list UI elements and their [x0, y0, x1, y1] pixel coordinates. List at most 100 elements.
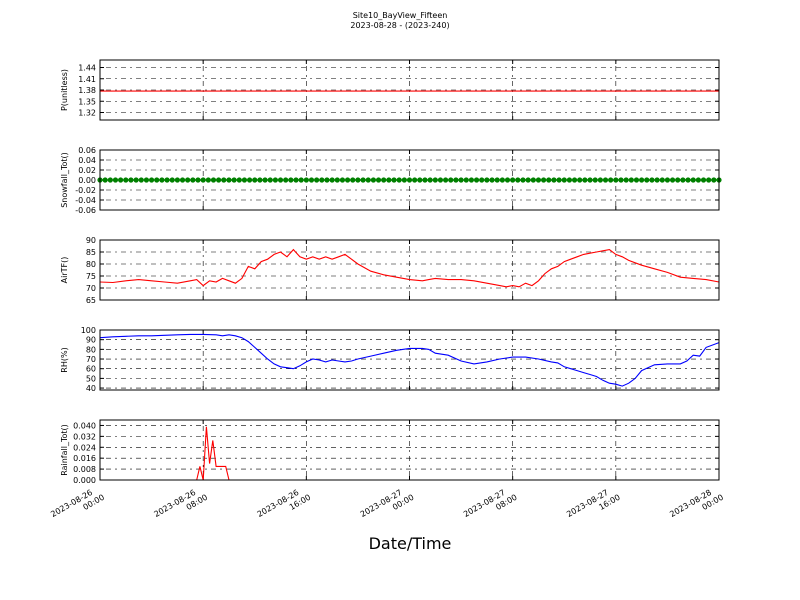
series-point	[257, 177, 263, 183]
series-point	[499, 177, 505, 183]
series-point	[277, 177, 284, 183]
series-point	[675, 177, 681, 183]
series-point	[618, 177, 624, 183]
series-point	[133, 177, 139, 183]
y-axis-label: Rainfall_Tot()	[60, 424, 69, 476]
series-point	[298, 177, 304, 183]
series-point	[669, 177, 676, 183]
series-point	[577, 177, 583, 183]
y-tick-label: 0.024	[73, 443, 96, 452]
series-point	[164, 177, 170, 183]
series-point	[608, 177, 614, 183]
series-point	[154, 177, 160, 183]
series-point	[412, 177, 418, 183]
series-point	[644, 177, 650, 183]
series-point	[649, 177, 655, 183]
series-point	[118, 177, 124, 183]
series-point	[432, 177, 438, 183]
series-point	[308, 177, 315, 183]
chart-title: Site10_BayView_Fifteen	[352, 11, 448, 20]
series-point	[406, 177, 413, 183]
series-point	[510, 177, 516, 183]
series-point	[711, 177, 717, 183]
series-point	[592, 177, 598, 183]
panel-snow: -0.06-0.04-0.020.000.020.040.06 Snowfall_…	[60, 146, 722, 215]
y-tick-label: 0.06	[78, 146, 96, 155]
y-tick-label: 0.000	[73, 476, 96, 485]
series-point	[148, 177, 155, 183]
series-point	[422, 177, 428, 183]
x-tick-label: 2023-08-2708:00	[462, 484, 519, 528]
series-point	[370, 177, 376, 183]
series-point	[288, 177, 294, 183]
panel-airt: 65 70 75 80 85 90 AirTF()	[60, 236, 720, 305]
series-point	[489, 177, 495, 183]
series-line	[99, 248, 720, 288]
y-axis-label: Snowfall_Tot()	[60, 152, 69, 208]
series-point	[504, 177, 511, 183]
series-point	[107, 177, 113, 183]
x-tick-label: 2023-08-2800:00	[668, 484, 725, 528]
series-point	[195, 177, 201, 183]
series-point	[324, 177, 330, 183]
series-point	[350, 177, 356, 183]
series-point	[628, 177, 634, 183]
series-point	[623, 177, 629, 183]
y-tick-label: 0.008	[73, 465, 96, 474]
y-tick-label: -0.06	[75, 206, 96, 215]
series-point	[205, 177, 211, 183]
series-point	[334, 177, 340, 183]
y-tick-label: 70	[86, 284, 96, 293]
series-point	[520, 177, 526, 183]
y-tick-label: 50	[86, 374, 96, 383]
series-point	[695, 177, 701, 183]
y-tick-label: 90	[86, 336, 96, 345]
y-tick-label: 40	[86, 384, 96, 393]
series-point	[231, 177, 237, 183]
y-axis-label: P(unitless)	[60, 69, 69, 111]
y-tick-label: 80	[86, 345, 96, 354]
y-axis-label: RH(%)	[60, 347, 69, 372]
plot-frame	[99, 329, 720, 391]
series-point	[138, 177, 144, 183]
x-tick-label: 2023-08-2608:00	[152, 484, 209, 528]
series-point	[179, 177, 186, 183]
series-point	[401, 177, 407, 183]
series-point	[216, 177, 222, 183]
series-point	[391, 177, 397, 183]
y-tick-label: 0.02	[78, 166, 96, 175]
series-point	[473, 177, 480, 183]
plot-frame	[99, 59, 720, 121]
series-line	[100, 426, 719, 481]
y-tick-label: 1.35	[78, 97, 96, 106]
series-point	[556, 177, 562, 183]
series-point	[123, 177, 129, 183]
plot-frame	[99, 239, 720, 301]
series-point	[241, 177, 248, 183]
series-point	[535, 177, 542, 183]
series-point	[396, 177, 402, 183]
y-tick-label: 60	[86, 365, 96, 374]
series-point	[597, 177, 603, 183]
y-tick-label: 65	[86, 296, 96, 305]
y-tick-label: 1.32	[78, 109, 96, 118]
series-point	[262, 177, 268, 183]
series-point	[448, 177, 454, 183]
y-tick-label: 90	[86, 236, 96, 245]
series-point	[437, 177, 444, 183]
series-point	[484, 177, 490, 183]
series-point	[293, 177, 299, 183]
series-point	[427, 177, 433, 183]
y-tick-label: 100	[81, 326, 96, 335]
series-point	[706, 177, 712, 183]
y-tick-label: 75	[86, 272, 96, 281]
plot-frame	[99, 149, 720, 211]
series-point	[680, 177, 686, 183]
plot-frame	[99, 419, 720, 481]
y-tick-label: -0.04	[75, 196, 96, 205]
series-point	[515, 177, 521, 183]
series-point	[633, 177, 640, 183]
